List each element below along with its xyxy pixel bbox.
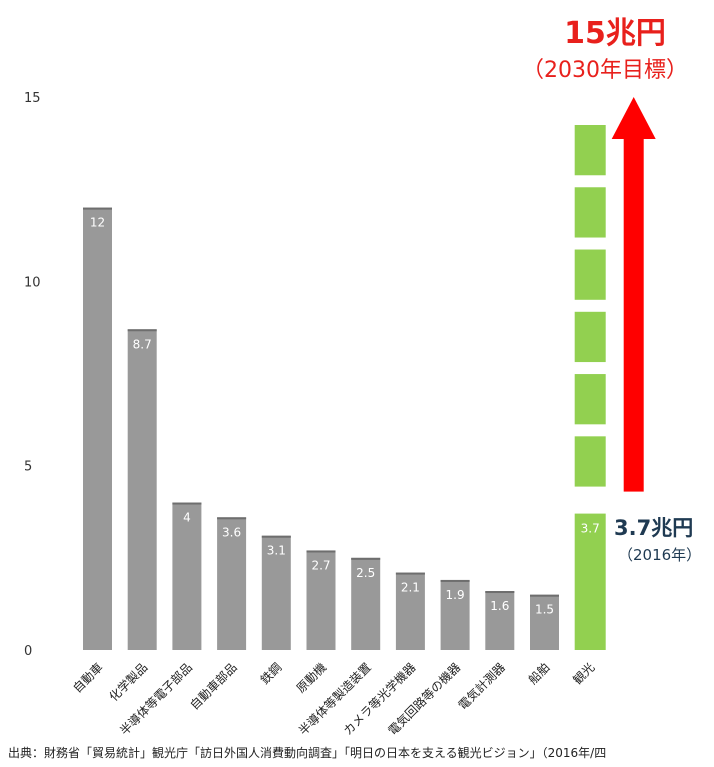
x-tick-label: 化学製品 (106, 660, 151, 705)
bar-6 (306, 550, 336, 650)
bar-5 (261, 535, 291, 650)
arrow-head (611, 97, 656, 139)
data-label: 1.5 (535, 603, 554, 617)
target-block (574, 125, 606, 176)
target-year-label: （2030年目標） (522, 58, 688, 83)
data-label: 3.6 (222, 525, 241, 539)
y-tick-label: 0 (24, 644, 32, 659)
bar-top-edge (351, 557, 381, 560)
data-label: 4 (183, 511, 191, 525)
data-label: 1.6 (490, 599, 509, 613)
data-label: 2.7 (311, 558, 330, 572)
target-block (574, 249, 606, 300)
bar-top-edge (83, 207, 112, 210)
bar-11 (530, 594, 559, 650)
bar-top-edge (127, 329, 157, 332)
bar-3 (172, 502, 202, 650)
target-block (574, 311, 606, 363)
data-label: 8.7 (133, 337, 152, 351)
arrow-shaft (623, 137, 644, 492)
x-tick-label: 自動車部品 (187, 660, 240, 713)
bar-top-edge (440, 579, 470, 582)
bar-top-edge (530, 594, 559, 597)
bar-top-edge (217, 517, 247, 520)
bar-8 (395, 572, 425, 650)
current-amount-label: 3.7兆円 (614, 516, 694, 540)
bar-12 (574, 513, 606, 650)
x-tick-label: 観光 (570, 660, 597, 687)
bar-9 (440, 579, 470, 650)
bar-top-edge (485, 591, 515, 594)
y-tick-label: 10 (24, 275, 41, 290)
data-label: 1.9 (446, 588, 465, 602)
target-block (574, 374, 606, 425)
x-tick-label: 自動車 (70, 660, 105, 695)
bar-top-edge (395, 572, 425, 575)
growth-arrow (611, 97, 656, 492)
y-tick-label: 5 (24, 460, 32, 475)
bars: 12 8.7 4 3.6 3.1 2.7 2.5 2.1 1.9 1.6 1.5 3.7 (83, 125, 606, 650)
y-axis: 0 5 10 15 (24, 91, 41, 659)
source-note: 出典：財務省「貿易統計」観光庁「訪日外国人消費動向調査」「明日の日本を支える観光… (8, 746, 607, 760)
data-label: 2.1 (401, 581, 420, 595)
target-amount-label: 15兆円 (564, 16, 666, 51)
data-label: 12 (90, 216, 105, 230)
bar-top-edge (306, 550, 336, 553)
bar-1 (83, 207, 112, 650)
bar-2 (127, 329, 157, 650)
data-label: 3.7 (581, 522, 600, 536)
bar-4 (217, 517, 247, 650)
x-tick-label: 船舶 (525, 660, 553, 688)
x-tick-label: 原動機 (293, 660, 329, 696)
data-label: 3.1 (267, 544, 286, 558)
bar-top-edge (172, 502, 202, 505)
x-tick-label: 鉄鋼 (257, 660, 285, 688)
x-tick-label: 電気計測器 (455, 660, 508, 713)
target-block (574, 187, 606, 238)
y-tick-label: 15 (24, 91, 41, 106)
target-block (574, 436, 606, 487)
bar-top-edge (261, 535, 291, 538)
bar-7 (351, 557, 381, 650)
current-year-label: （2016年） (618, 546, 702, 564)
bar-10 (485, 591, 515, 650)
data-label: 2.5 (356, 566, 375, 580)
